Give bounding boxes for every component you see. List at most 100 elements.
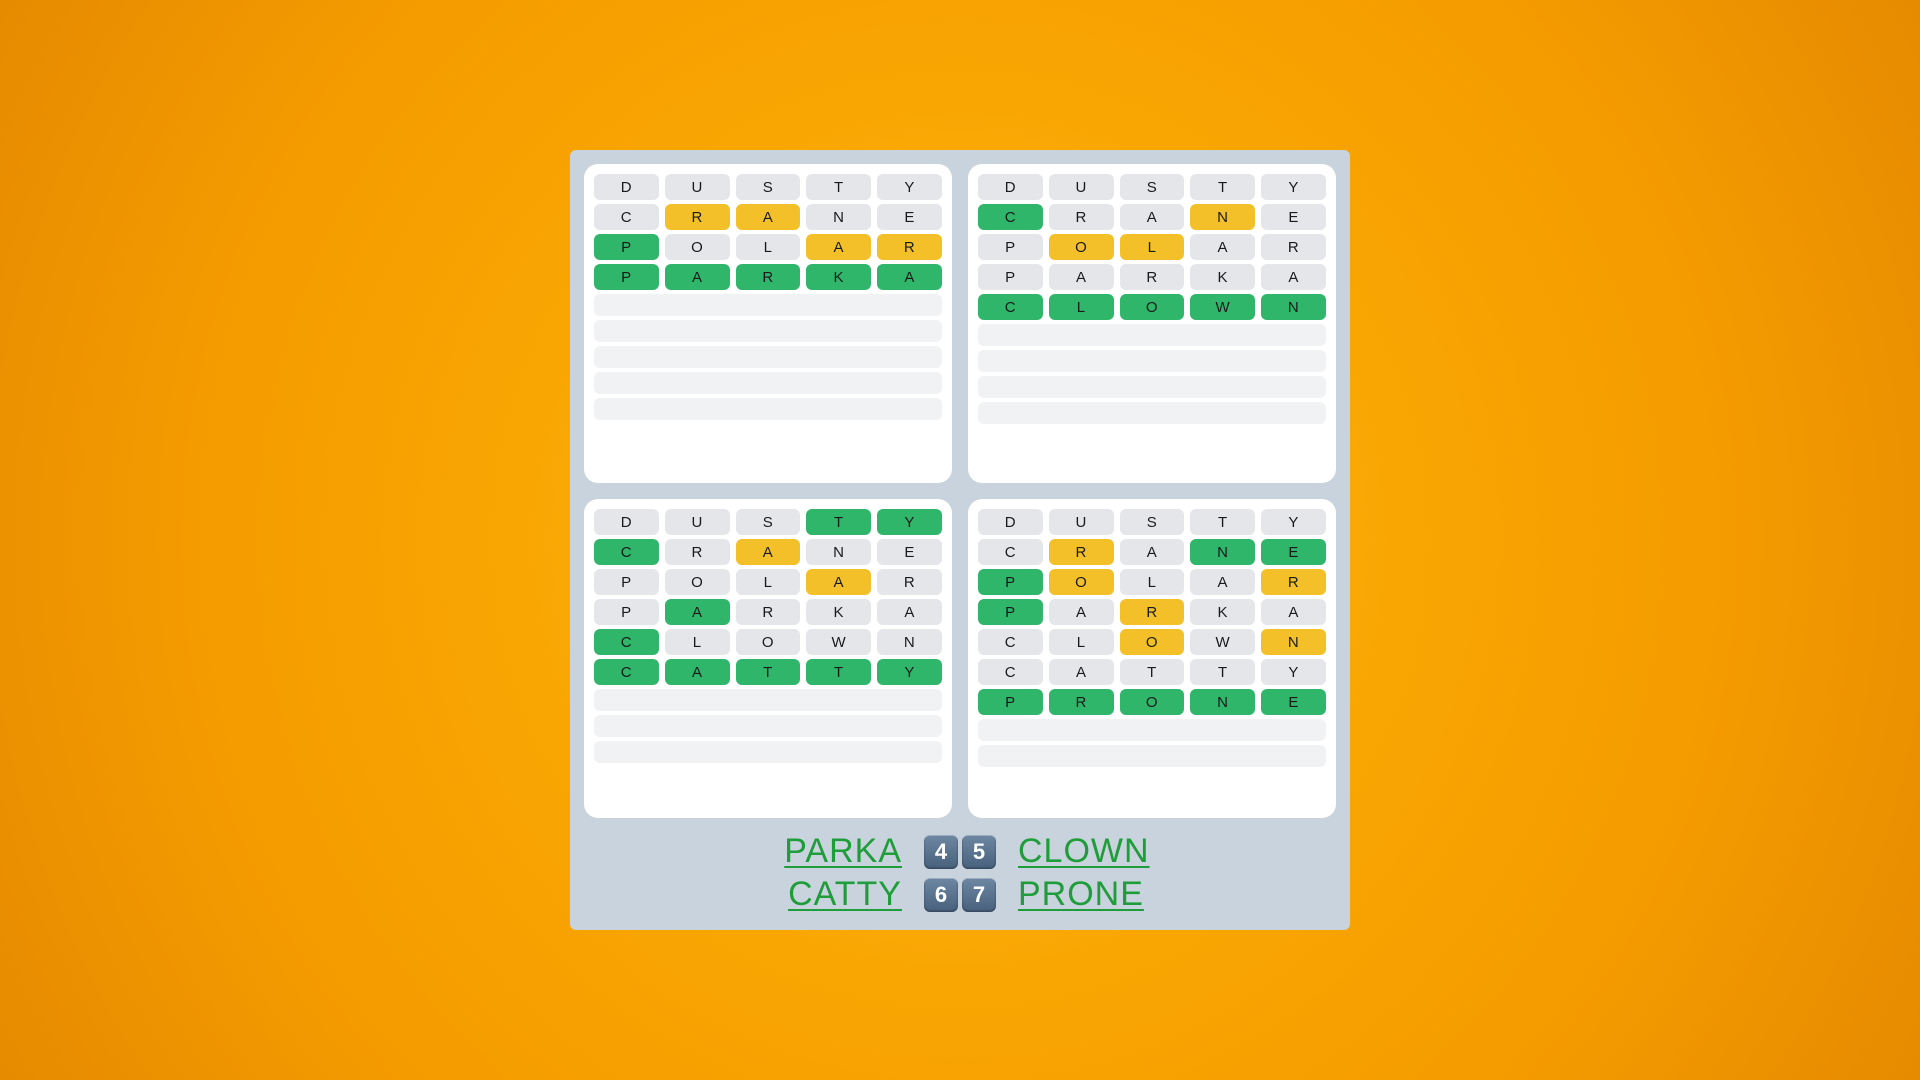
letter-tile: N — [1190, 539, 1255, 565]
guess-row: CLOWN — [978, 294, 1326, 320]
letter-tile: D — [594, 174, 659, 200]
letter-tile: R — [665, 539, 730, 565]
boards-grid: DUSTYCRANEPOLARPARKADUSTYCRANEPOLARPARKA… — [570, 150, 1350, 824]
letter-tile: O — [1049, 234, 1114, 260]
guess-row: DUSTY — [594, 174, 942, 200]
guess-row: DUSTY — [594, 509, 942, 535]
empty-strip — [978, 376, 1326, 398]
letter-tile: A — [1049, 599, 1114, 625]
letter-tile: S — [1120, 174, 1185, 200]
letter-tile: A — [1049, 264, 1114, 290]
letter-tile: L — [736, 569, 801, 595]
letter-tile: W — [1190, 294, 1255, 320]
empty-row — [978, 402, 1326, 424]
letter-tile: P — [594, 264, 659, 290]
letter-tile: A — [1049, 659, 1114, 685]
letter-tile: U — [665, 174, 730, 200]
letter-tile: N — [1190, 689, 1255, 715]
letter-tile: L — [1120, 569, 1185, 595]
letter-tile: U — [1049, 509, 1114, 535]
letter-tile: D — [978, 509, 1043, 535]
letter-tile: Y — [1261, 659, 1326, 685]
guess-row: POLAR — [594, 569, 942, 595]
letter-tile: T — [1190, 659, 1255, 685]
guess-row: PARKA — [978, 599, 1326, 625]
answer-word-left: CATTY — [762, 875, 902, 914]
letter-tile: S — [736, 509, 801, 535]
letter-tile: A — [1190, 234, 1255, 260]
letter-tile: C — [594, 539, 659, 565]
letter-tile: N — [1261, 294, 1326, 320]
footer-row: CATTY67PRONE — [762, 875, 1158, 914]
board-bottom-right: DUSTYCRANEPOLARPARKACLOWNCATTYPRONE — [968, 499, 1336, 818]
empty-strip — [594, 398, 942, 420]
letter-tile: O — [665, 569, 730, 595]
empty-strip — [594, 372, 942, 394]
letter-tile: T — [806, 509, 871, 535]
letter-tile: P — [978, 264, 1043, 290]
letter-tile: C — [978, 294, 1043, 320]
board-top-left: DUSTY CRANE POLAR PARKA — [584, 164, 952, 483]
empty-strip — [594, 689, 942, 711]
letter-tile: S — [736, 174, 801, 200]
letter-tile: L — [1120, 234, 1185, 260]
letter-tile: U — [1049, 174, 1114, 200]
letter-tile: U — [665, 509, 730, 535]
letter-tile: N — [1190, 204, 1255, 230]
letter-tile: L — [665, 629, 730, 655]
letter-tile: L — [1049, 294, 1114, 320]
guess-row: PARKA — [594, 264, 942, 290]
empty-strip — [978, 402, 1326, 424]
empty-row — [594, 715, 942, 737]
letter-tile: L — [736, 234, 801, 260]
letter-tile: T — [1190, 509, 1255, 535]
guess-row: PRONE — [978, 689, 1326, 715]
letter-tile: A — [736, 204, 801, 230]
guess-row: CATTY — [978, 659, 1326, 685]
letter-tile: E — [877, 539, 942, 565]
answers-footer: PARKA45CLOWNCATTY67PRONE — [570, 824, 1350, 930]
letter-tile: N — [1261, 629, 1326, 655]
guess-row: PARKA — [594, 599, 942, 625]
letter-tile: C — [594, 629, 659, 655]
footer-row: PARKA45CLOWN — [762, 832, 1158, 871]
letter-tile: A — [1261, 264, 1326, 290]
letter-tile: L — [1049, 629, 1114, 655]
letter-tile: E — [877, 204, 942, 230]
letter-tile: P — [978, 689, 1043, 715]
letter-tile: A — [1190, 569, 1255, 595]
letter-tile: K — [806, 599, 871, 625]
letter-tile: A — [1261, 599, 1326, 625]
letter-tile: K — [1190, 599, 1255, 625]
letter-tile: A — [665, 264, 730, 290]
empty-row — [594, 294, 942, 316]
empty-row — [594, 689, 942, 711]
letter-tile: Y — [1261, 174, 1326, 200]
guess-count-badges: 45 — [924, 835, 996, 869]
empty-row — [978, 324, 1326, 346]
letter-tile: P — [594, 569, 659, 595]
letter-tile: N — [806, 539, 871, 565]
board-bottom-left: DUSTYCRANEPOLARPARKACLOWNCATTY — [584, 499, 952, 818]
letter-tile: C — [978, 204, 1043, 230]
letter-tile: C — [978, 539, 1043, 565]
letter-tile: A — [1120, 539, 1185, 565]
guess-row: CRANE — [978, 539, 1326, 565]
guess-count-badge: 6 — [924, 878, 958, 912]
empty-strip — [594, 741, 942, 763]
letter-tile: E — [1261, 204, 1326, 230]
guess-row: CRANE — [594, 204, 942, 230]
guess-row: CRANE — [978, 204, 1326, 230]
letter-tile: R — [1049, 689, 1114, 715]
answer-word-right: PRONE — [1018, 875, 1158, 914]
letter-tile: A — [736, 539, 801, 565]
guess-row: POLAR — [594, 234, 942, 260]
guess-row: POLAR — [978, 569, 1326, 595]
guess-row: CRANE — [594, 539, 942, 565]
empty-strip — [594, 294, 942, 316]
letter-tile: C — [594, 659, 659, 685]
letter-tile: A — [877, 599, 942, 625]
letter-tile: P — [594, 599, 659, 625]
letter-tile: P — [978, 599, 1043, 625]
letter-tile: R — [665, 204, 730, 230]
